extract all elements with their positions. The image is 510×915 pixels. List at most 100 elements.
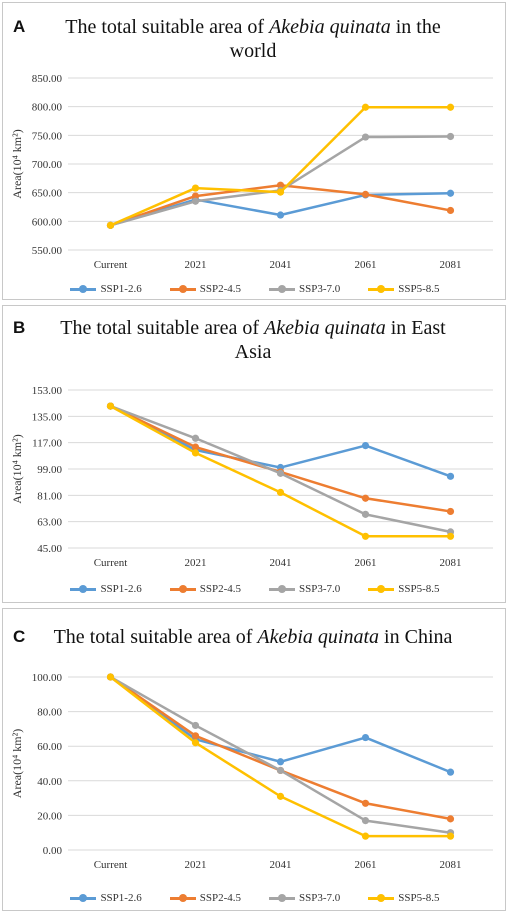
legend-item: SSP1-2.6 (70, 892, 142, 904)
data-point-ssp1-2.6 (361, 733, 370, 742)
legend-item: SSP3-7.0 (269, 892, 340, 904)
legend-swatch (368, 584, 395, 594)
legend-swatch (70, 584, 97, 594)
data-point-ssp3-7.0 (361, 133, 370, 141)
y-axis-label: Area(10⁴ km²) (10, 129, 24, 198)
legend-item: SSP5-8.5 (368, 583, 440, 595)
x-tick-label: Current (94, 557, 128, 569)
plot-area: 550.00 600.00 650.00 700.00 750.00 800.00 850.… (10, 73, 493, 271)
series-line-ssp1-2.6 (109, 675, 451, 774)
data-point-ssp3-7.0 (191, 197, 200, 205)
x-tick-label: 2081 (440, 859, 462, 871)
legend-label: SSP1-2.6 (100, 892, 142, 904)
legend-label: SSP5-8.5 (398, 583, 440, 595)
y-tick-label: 117.00 (32, 438, 62, 450)
legend-swatch (269, 584, 295, 594)
y-tick-label: 100.00 (32, 672, 63, 684)
legend-label: SSP2-4.5 (199, 892, 241, 904)
y-tick-label: 750.00 (32, 130, 63, 142)
y-tick-label: 99.00 (37, 464, 62, 476)
x-tick-label: 2021 (185, 557, 207, 569)
data-point-ssp5-8.5 (446, 832, 455, 840)
x-tick-label: 2061 (355, 259, 377, 271)
legend-label: SSP2-4.5 (199, 583, 241, 595)
data-point-ssp5-8.5 (446, 103, 455, 111)
data-point-ssp2-4.5 (191, 443, 200, 451)
data-point-ssp5-8.5 (106, 402, 115, 410)
chart-title: The total suitable area of Akebia quinat… (65, 16, 441, 62)
legend-swatch (368, 284, 395, 294)
legend-swatch (169, 584, 196, 594)
panel-letter: A (13, 17, 26, 36)
chart-title: The total suitable area of Akebia quinat… (53, 626, 453, 648)
x-tick-label: 2081 (440, 259, 462, 271)
y-tick-label: 550.00 (32, 245, 63, 257)
legend-label: SSP5-8.5 (398, 892, 440, 904)
y-tick-label: 80.00 (37, 707, 62, 719)
data-point-ssp2-4.5 (446, 206, 455, 215)
legend-swatch (368, 893, 395, 903)
legend-swatch (169, 284, 196, 294)
data-point-ssp5-8.5 (106, 673, 115, 681)
legend-item: SSP1-2.6 (70, 283, 142, 295)
legend-label: SSP3-7.0 (299, 892, 341, 904)
data-point-ssp2-4.5 (276, 181, 285, 189)
legend-swatch (70, 284, 97, 294)
legend-item: SSP1-2.6 (70, 583, 142, 595)
plot-area: 45.00 63.00 81.00 99.00 117.00 135.00 153.00 Cu… (10, 385, 493, 569)
x-tick-label: Current (94, 859, 128, 871)
legend-item: SSP2-4.5 (169, 283, 241, 295)
data-point-ssp3-7.0 (361, 510, 370, 518)
chart-panel-world: A The total suitable area of Akebia quin… (2, 2, 506, 300)
y-tick-label: 153.00 (32, 385, 63, 397)
legend: SSP1-2.6 SSP2-4.5 SSP3-7.0 SSP5-8.5 (3, 283, 507, 295)
y-tick-label: 81.00 (37, 490, 62, 502)
y-tick-label: 20.00 (37, 810, 62, 822)
data-point-ssp3-7.0 (446, 132, 455, 141)
data-point-ssp2-4.5 (446, 815, 455, 823)
y-tick-label: 0.00 (43, 845, 63, 857)
data-point-ssp3-7.0 (191, 721, 200, 730)
data-point-ssp1-2.6 (276, 758, 285, 766)
data-point-ssp5-8.5 (191, 449, 200, 457)
legend-item: SSP2-4.5 (169, 583, 241, 595)
y-tick-label: 60.00 (37, 741, 62, 753)
x-tick-label: 2021 (185, 859, 207, 871)
data-point-ssp5-8.5 (361, 832, 370, 840)
legend-item: SSP5-8.5 (368, 892, 440, 904)
data-point-ssp1-2.6 (446, 472, 455, 480)
legend-item: SSP2-4.5 (169, 892, 241, 904)
legend-item: SSP3-7.0 (269, 283, 340, 295)
x-tick-label: 2081 (440, 557, 462, 569)
legend-swatch (169, 893, 196, 903)
series-line-ssp5-8.5 (109, 676, 451, 838)
data-point-ssp2-4.5 (446, 507, 455, 516)
data-point-ssp1-2.6 (446, 189, 455, 197)
data-point-ssp1-2.6 (361, 441, 370, 450)
y-tick-label: 800.00 (32, 102, 63, 114)
y-tick-label: 700.00 (32, 159, 63, 171)
legend-label: SSP3-7.0 (299, 583, 341, 595)
data-point-ssp5-8.5 (191, 184, 200, 192)
chart-title: The total suitable area of Akebia quinat… (60, 317, 446, 363)
y-tick-label: 45.00 (37, 543, 62, 555)
data-point-ssp5-8.5 (191, 739, 200, 747)
plot-area: 0.00 20.00 40.00 60.00 80.00 100.00 Current 202… (10, 672, 493, 871)
legend-item: SSP5-8.5 (368, 283, 440, 295)
data-point-ssp5-8.5 (361, 532, 370, 540)
y-tick-label: 63.00 (37, 517, 62, 529)
y-tick-label: 600.00 (32, 216, 63, 228)
x-tick-label: 2041 (270, 859, 292, 871)
x-tick-label: Current (94, 259, 128, 271)
data-point-ssp5-8.5 (276, 488, 285, 497)
legend-label: SSP2-4.5 (199, 283, 241, 295)
chart-panel-china: C The total suitable area of Akebia quin… (2, 608, 506, 911)
data-point-ssp5-8.5 (446, 532, 455, 540)
y-tick-label: 650.00 (32, 188, 63, 200)
y-tick-label: 850.00 (32, 73, 63, 85)
data-point-ssp5-8.5 (276, 188, 285, 196)
data-point-ssp3-7.0 (361, 816, 370, 825)
data-point-ssp2-4.5 (191, 732, 200, 740)
legend: SSP1-2.6 SSP2-4.5 SSP3-7.0 SSP5-8.5 (3, 583, 507, 595)
data-point-ssp3-7.0 (276, 766, 285, 775)
